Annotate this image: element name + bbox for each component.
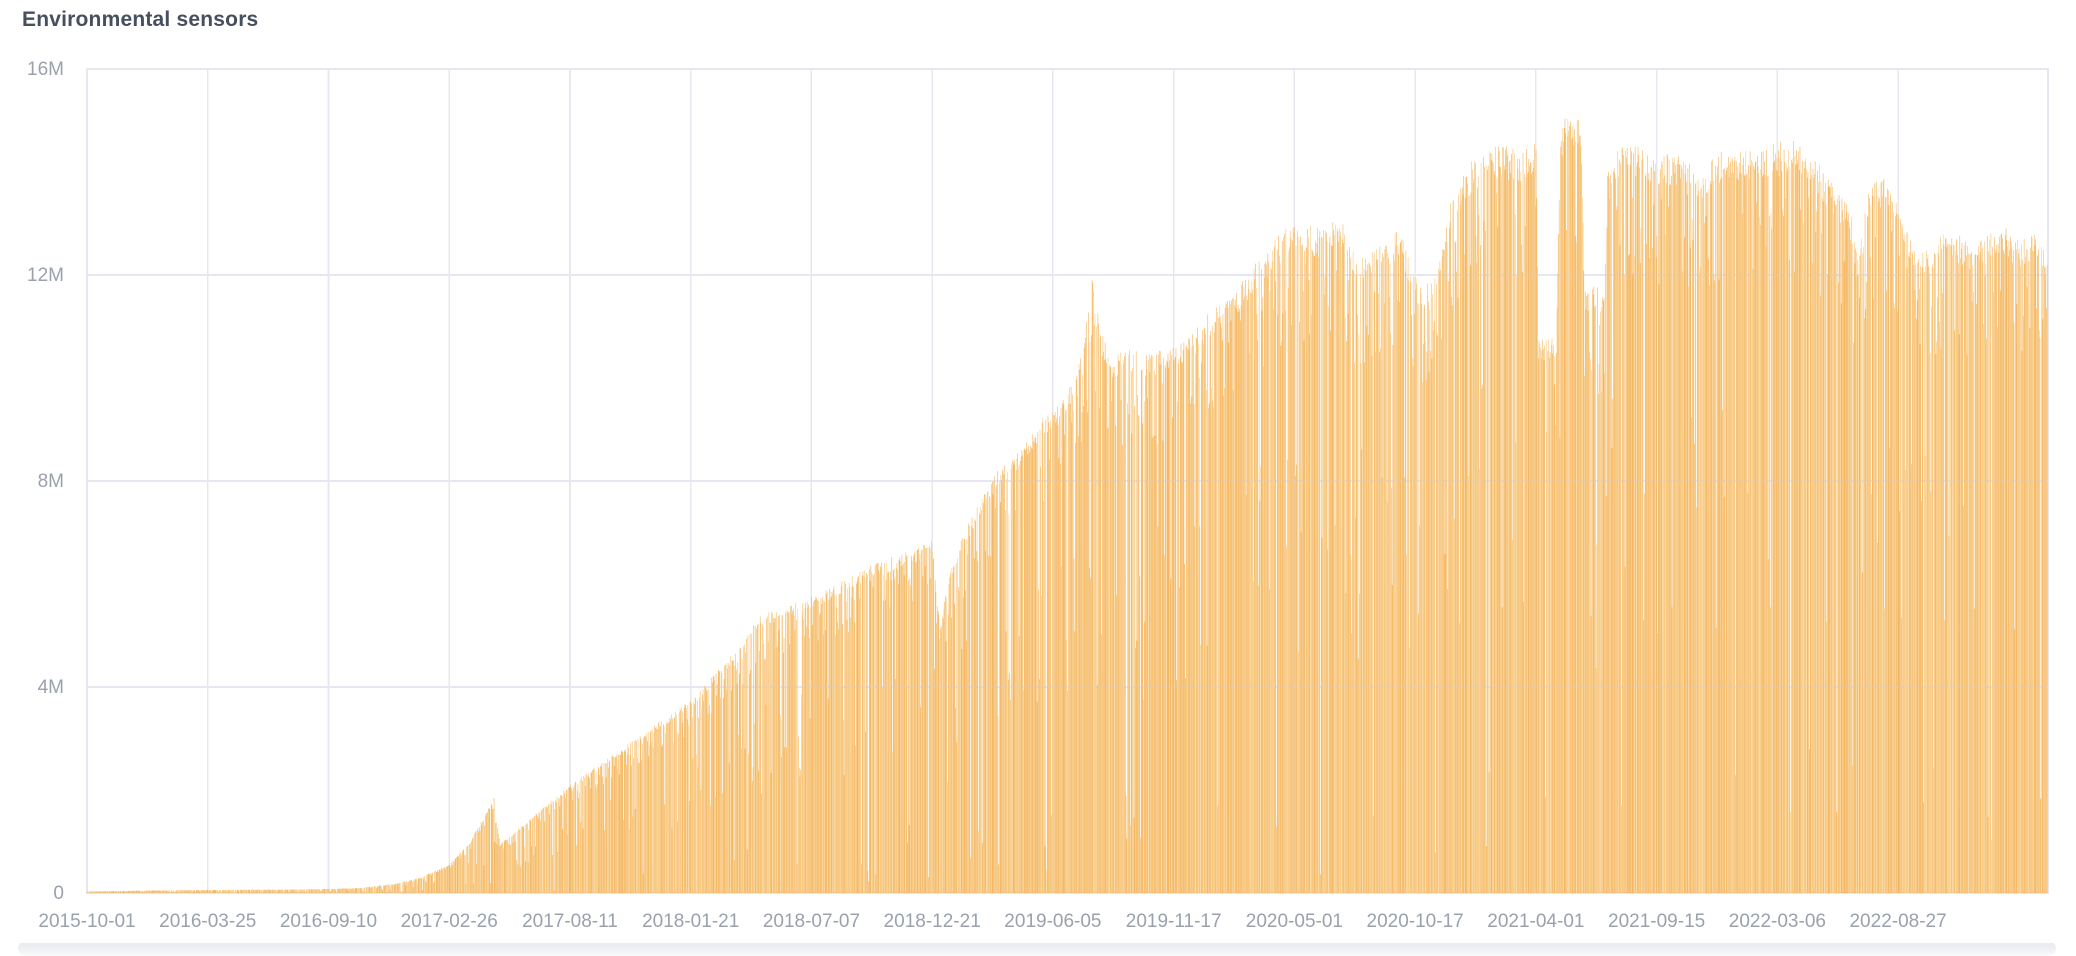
card-bottom-shadow — [18, 941, 2056, 956]
chart-title: Environmental sensors — [22, 8, 259, 31]
